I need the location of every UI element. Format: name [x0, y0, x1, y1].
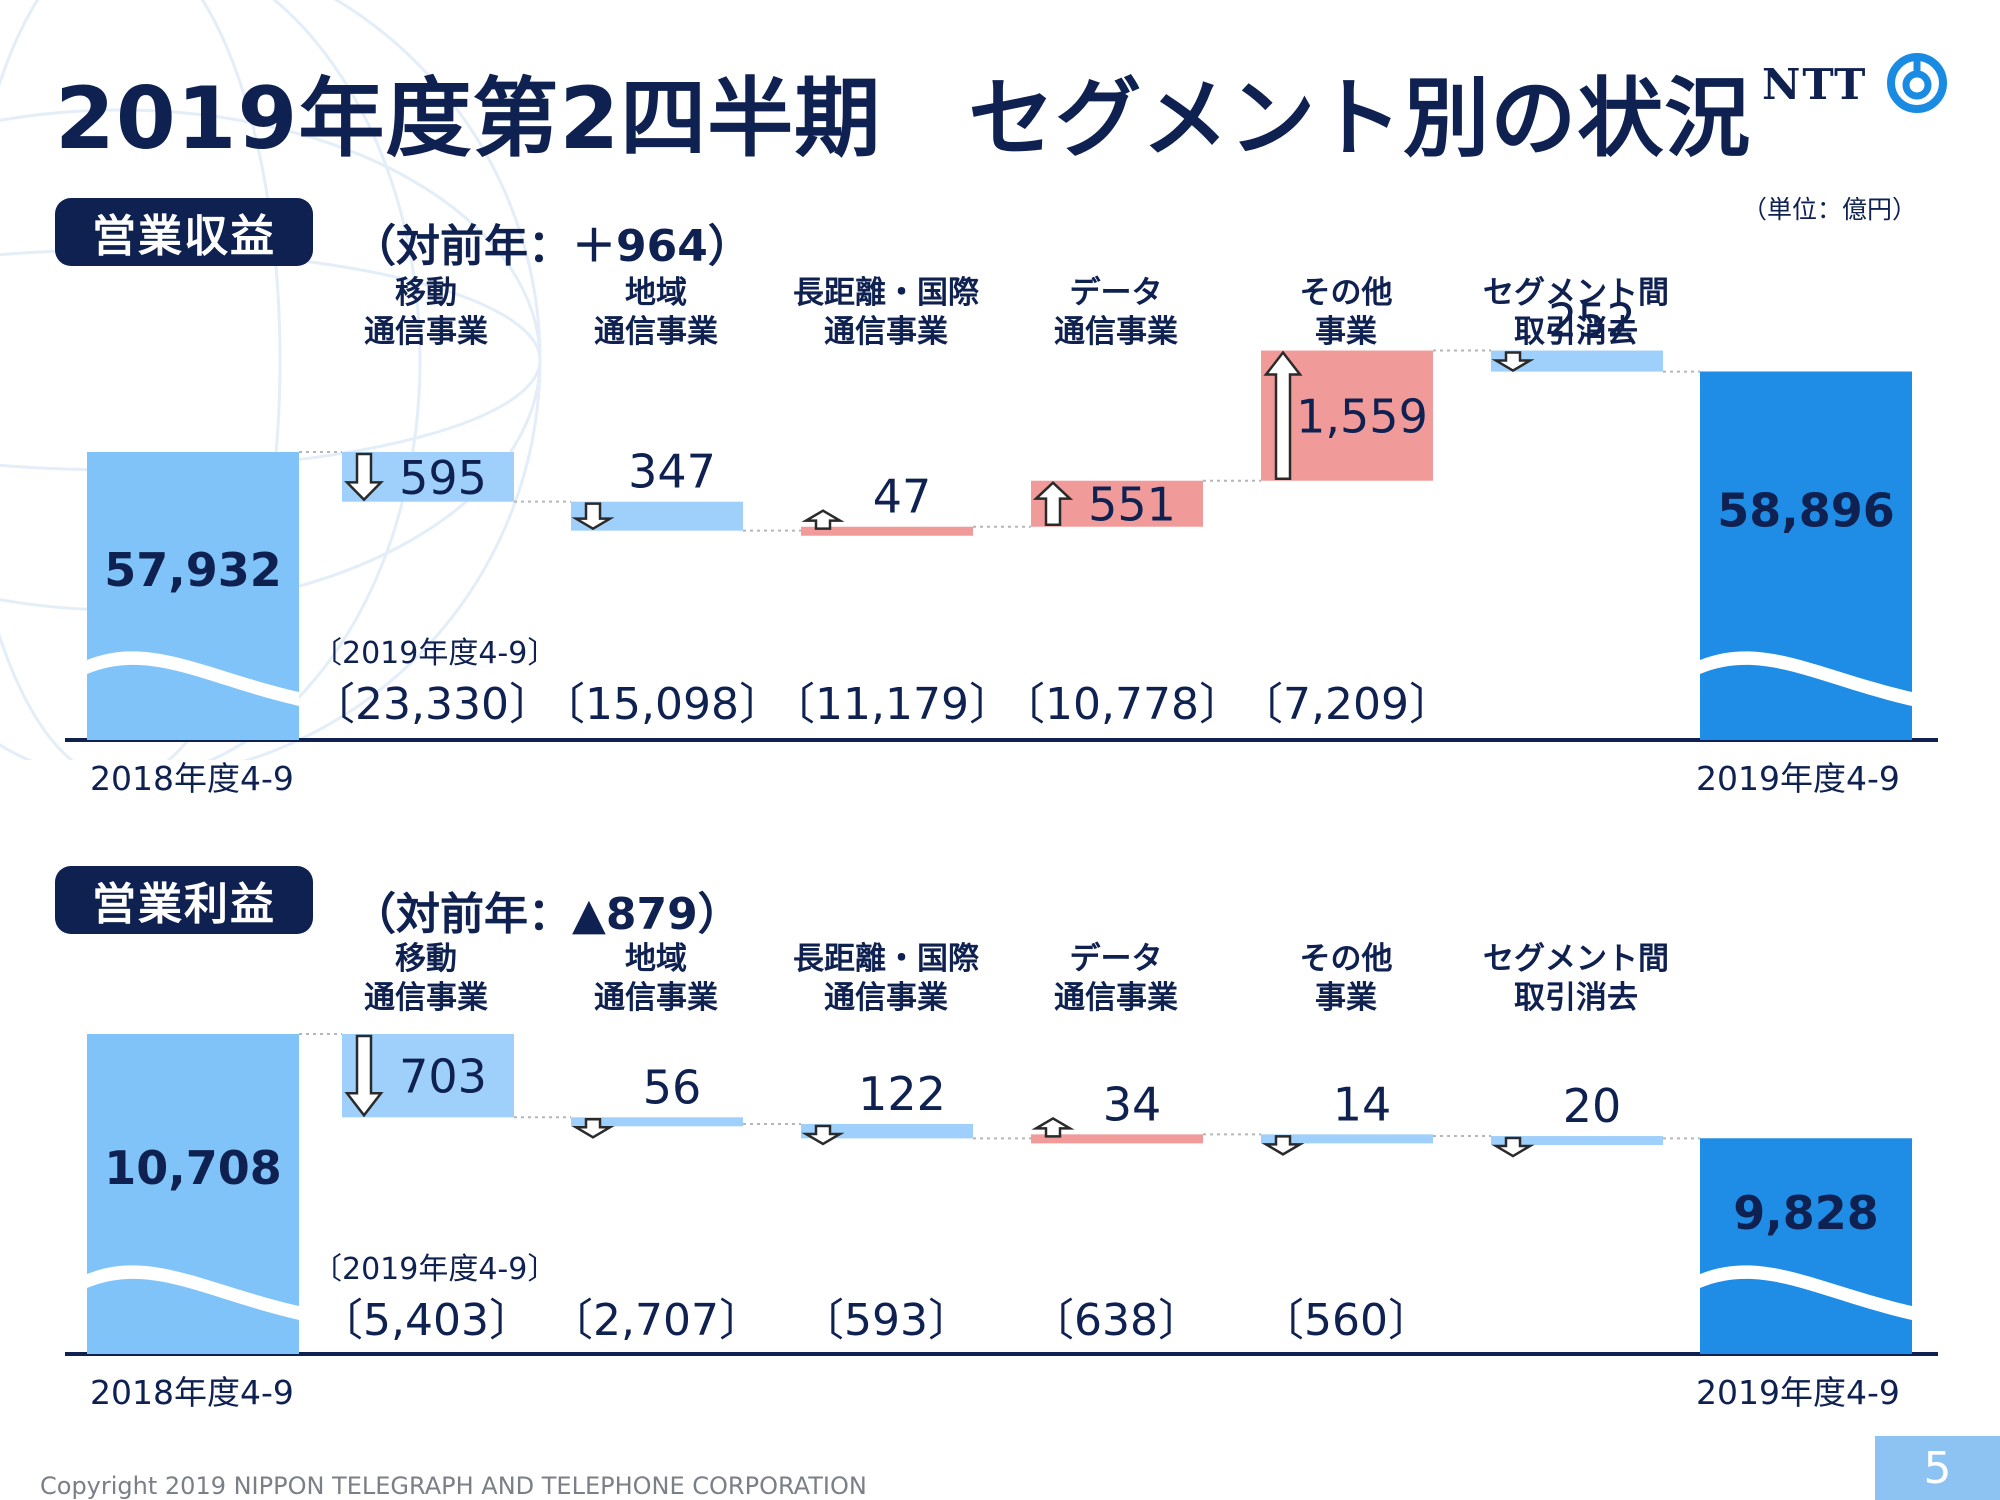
change-value-label: 56	[643, 1060, 702, 1114]
change-value-label: 20	[1563, 1079, 1622, 1133]
start-value-label: 10,708	[104, 1141, 282, 1195]
category-header: データ 通信事業	[1054, 941, 1178, 1016]
category-header: その他 事業	[1299, 275, 1393, 350]
end-value-label: 9,828	[1733, 1186, 1879, 1240]
axis-break-wave	[87, 651, 299, 706]
yoy-change: （対前年：＋964）	[352, 221, 752, 272]
change-value-label: 122	[858, 1067, 946, 1121]
change-bar	[1491, 1136, 1663, 1146]
change-value-label: 551	[1088, 478, 1176, 532]
period-value: 〔11,179〕	[771, 679, 1013, 730]
copyright: Copyright 2019 NIPPON TELEGRAPH AND TELE…	[40, 1472, 867, 1500]
up-arrow-icon	[801, 509, 845, 530]
end-period-label: 2019年度4-9	[1696, 759, 1900, 798]
down-arrow-icon	[344, 1034, 384, 1118]
profit-section: 10,708 703 56 122 34 14 20 9,828 営業利益 （対前年：▲879…	[0, 800, 2000, 1420]
axis-break-wave	[1700, 651, 1912, 706]
up-arrow-icon	[1031, 1116, 1075, 1138]
period-note: 〔2019年度4-9〕	[312, 636, 558, 671]
revenue-section: 57,932 595 347 47 551 1,559 252 58,896 営業収益 （対前…	[55, 198, 1938, 798]
period-value: 〔15,098〕	[541, 679, 783, 730]
category-header: その他 事業	[1299, 941, 1393, 1016]
change-value-label: 703	[399, 1050, 487, 1104]
down-arrow-icon	[571, 1118, 615, 1139]
down-arrow-icon	[1491, 351, 1535, 372]
yoy-change: （対前年：▲879）	[352, 889, 742, 940]
page-title: 2019年度第2四半期 セグメント別の状況	[55, 69, 1752, 169]
period-value: 〔7,209〕	[1239, 679, 1453, 730]
period-value: 〔10,778〕	[1001, 679, 1243, 730]
period-note: 〔2019年度4-9〕	[312, 1252, 558, 1287]
category-header: セグメント間 取引消去	[1483, 941, 1669, 1016]
start-value-label: 57,932	[104, 543, 282, 597]
up-arrow-icon	[1263, 350, 1303, 480]
category-header: 長距離・国際 通信事業	[793, 941, 979, 1016]
up-arrow-icon	[1032, 481, 1074, 526]
change-bar	[1491, 350, 1663, 372]
period-value: 〔560〕	[1260, 1295, 1432, 1346]
logo-text: NTT	[1762, 60, 1868, 109]
unit-label: （単位：億円）	[1742, 195, 1918, 224]
start-period-label: 2018年度4-9	[90, 1373, 294, 1412]
end-value-label: 58,896	[1717, 483, 1895, 537]
category-header: セグメント間 取引消去	[1483, 275, 1669, 350]
category-header: 移動 通信事業	[364, 275, 488, 350]
down-arrow-icon	[801, 1124, 845, 1146]
down-arrow-icon	[1491, 1136, 1535, 1158]
start-period-label: 2018年度4-9	[90, 759, 294, 798]
category-header: データ 通信事業	[1054, 275, 1178, 350]
change-bar	[1261, 1134, 1433, 1144]
end-bar	[1700, 371, 1912, 740]
section-label: 営業利益	[55, 866, 313, 934]
category-header: 長距離・国際 通信事業	[793, 275, 979, 350]
category-header: 地域 通信事業	[594, 941, 718, 1016]
category-header: 地域 通信事業	[594, 275, 718, 350]
change-bar	[1031, 1134, 1203, 1144]
period-value: 〔638〕	[1030, 1295, 1202, 1346]
revenue-waterfall-chart: 57,932 595 347 47 551 1,559 252 58,896	[65, 294, 1938, 742]
ntt-logo-mark-icon	[1887, 53, 1947, 113]
page-number: 5	[1875, 1436, 2000, 1500]
section-label: 営業収益	[55, 198, 313, 266]
axis-break-wave	[87, 1265, 299, 1320]
ntt-logo: NTT	[1762, 50, 1952, 120]
profit-waterfall-chart: 10,708 703 56 122 34 14 20 9,828	[65, 1033, 1938, 1356]
axis-break-wave	[1700, 1265, 1912, 1320]
change-value-label: 1,559	[1296, 390, 1428, 444]
change-value-label: 14	[1333, 1077, 1392, 1131]
down-arrow-icon	[344, 452, 384, 502]
change-bar	[801, 526, 973, 536]
end-bar	[1700, 1138, 1912, 1354]
change-value-label: 347	[628, 445, 716, 499]
down-arrow-icon	[1261, 1135, 1305, 1156]
category-header: 移動 通信事業	[364, 941, 488, 1016]
period-value: 〔2,707〕	[549, 1295, 763, 1346]
change-value-label: 34	[1103, 1077, 1162, 1131]
down-arrow-icon	[571, 502, 615, 531]
change-value-label: 252	[1548, 294, 1636, 348]
period-value: 〔5,403〕	[319, 1295, 533, 1346]
change-bar	[571, 1117, 743, 1127]
change-bar	[801, 1123, 973, 1139]
end-period-label: 2019年度4-9	[1696, 1373, 1900, 1412]
period-value: 〔593〕	[800, 1295, 972, 1346]
change-value-label: 47	[873, 470, 932, 524]
change-value-label: 595	[399, 451, 487, 505]
period-value: 〔23,330〕	[311, 679, 553, 730]
